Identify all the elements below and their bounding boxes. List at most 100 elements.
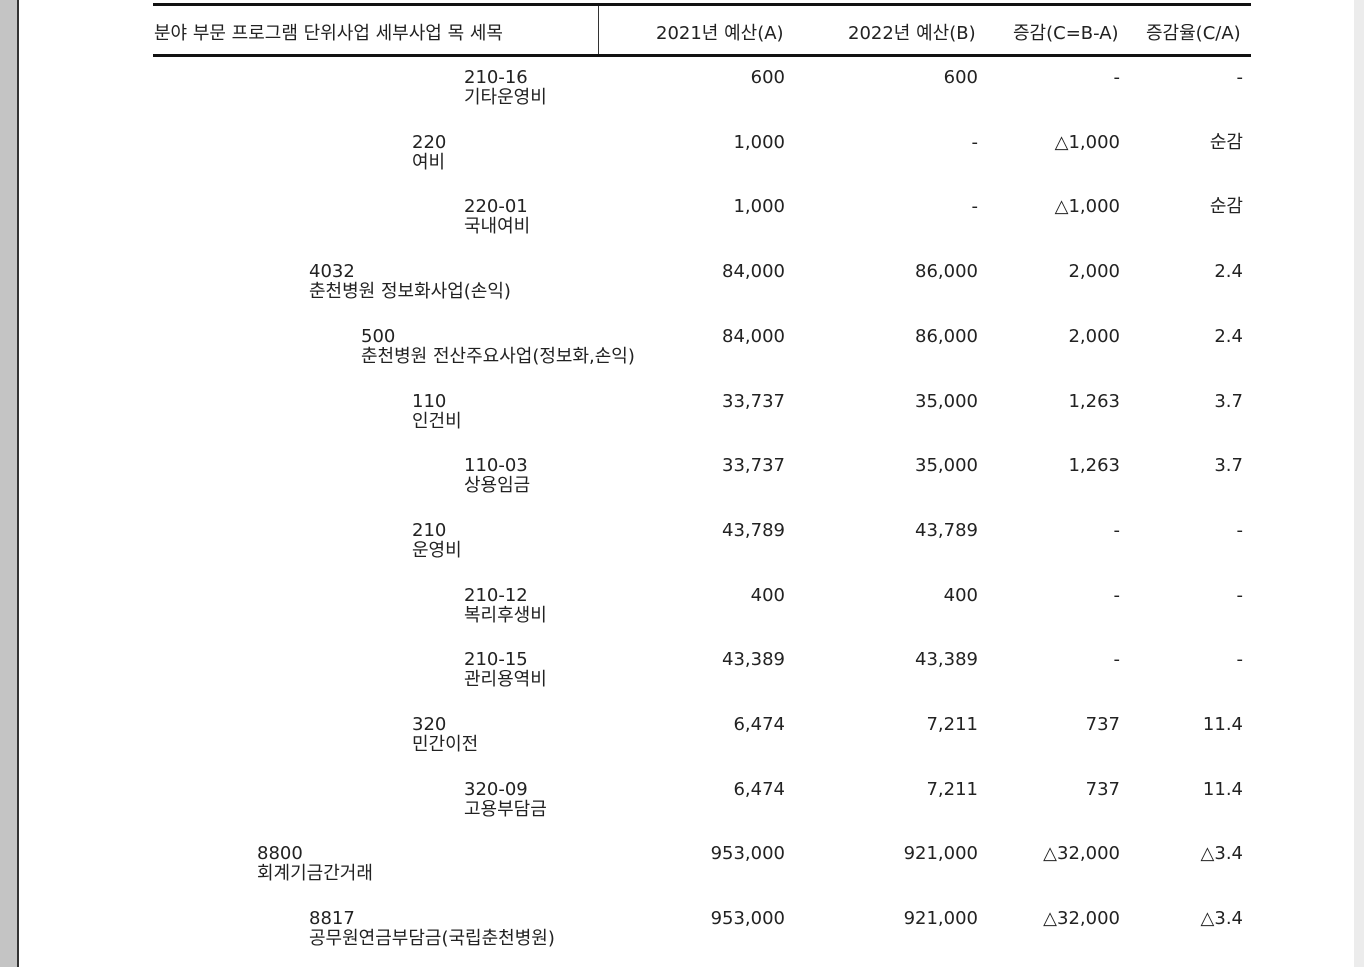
cell-a: 600 (750, 67, 785, 88)
row-code: 8800 (257, 843, 303, 865)
row-label: 500 춘천병원 전산주요사업(정보화,손익) (361, 325, 635, 367)
header-change: 증감(C=B-A) (1013, 23, 1119, 44)
row-code: 4032 (309, 261, 355, 283)
row-label: 8800 회계기금간거래 (257, 844, 373, 884)
row-label: 8817 공무원연금부담금(국립춘천병원) (309, 909, 555, 949)
row-name: 상용임금 (464, 475, 531, 497)
cell-rate: 순감 (1209, 196, 1243, 218)
row-label: 110-03 상용임금 (464, 456, 530, 496)
row-name: 복리후생비 (464, 604, 547, 626)
header-bottom-rule (153, 54, 1251, 57)
table-row: 500 춘천병원 전산주요사업(정보화,손익) 84,000 86,000 2,000 2… (0, 325, 1364, 391)
table-row: 210-15 관리용역비 43,389 43,389 - - (0, 650, 1364, 714)
table-row: 320-09 고용부담금 6,474 7,211 737 11.4 (0, 778, 1364, 844)
table-row: 210-12 복리후생비 400 400 - - (0, 584, 1364, 650)
table-row: 210 운영비 43,789 43,789 - - (0, 519, 1364, 585)
cell-rate: 2.4 (1214, 261, 1243, 283)
table-row: 320 민간이전 6,474 7,211 737 11.4 (0, 715, 1364, 779)
header-budget-2021: 2021년 예산(A) (656, 23, 784, 44)
cell-b: - (971, 196, 979, 218)
row-name: 기타운영비 (464, 87, 547, 108)
row-code: 500 (361, 325, 396, 347)
row-name: 운영비 (412, 539, 462, 561)
table-row: 4032 춘천병원 정보화사업(손익) 84,000 86,000 2,000 2.4 (0, 262, 1364, 326)
table-row: 8800 회계기금간거래 953,000 921,000 △32,000 △3.4 (0, 844, 1364, 908)
cell-a: 1,000 (733, 131, 785, 153)
row-label: 210-15 관리용역비 (464, 650, 547, 690)
header-budget-2022: 2022년 예산(B) (848, 23, 976, 44)
cell-b: 7,211 (926, 714, 978, 735)
row-label: 110 인건비 (412, 391, 462, 432)
cell-c: - (1113, 649, 1121, 671)
row-code: 210-16 (464, 67, 528, 88)
table-row: 220 여비 1,000 - △1,000 순감 (0, 131, 1364, 197)
cell-c: 2,000 (1068, 261, 1120, 283)
cell-rate: 순감 (1209, 131, 1243, 153)
row-name: 인건비 (412, 410, 462, 432)
row-name: 춘천병원 정보화사업(손익) (309, 281, 511, 303)
cell-c: - (1113, 519, 1121, 541)
row-name: 회계기금간거래 (257, 863, 373, 885)
row-label: 320 민간이전 (412, 715, 478, 755)
cell-rate: △3.4 (1200, 908, 1243, 930)
cell-c: 1,263 (1068, 455, 1120, 477)
row-code: 320 (412, 714, 447, 735)
cell-a: 400 (750, 584, 785, 606)
cell-b: 35,000 (915, 390, 978, 412)
scrollbar-track[interactable] (1354, 0, 1364, 967)
cell-b: 86,000 (915, 325, 978, 347)
cell-rate: 2.4 (1214, 325, 1243, 347)
table-row: 210-16 기타운영비 600 600 - - (0, 68, 1364, 132)
cell-c: △1,000 (1054, 196, 1120, 218)
cell-a: 84,000 (722, 325, 785, 347)
cell-c: 1,263 (1068, 390, 1120, 412)
cell-rate: - (1236, 519, 1244, 541)
cell-b: 400 (943, 584, 978, 606)
cell-b: 35,000 (915, 455, 978, 477)
row-label: 210-16 기타운영비 (464, 68, 547, 108)
cell-a: 6,474 (733, 778, 785, 800)
row-label: 320-09 고용부담금 (464, 779, 547, 820)
table-row: 220-01 국내여비 1,000 - △1,000 순감 (0, 197, 1364, 261)
cell-b: 921,000 (903, 908, 978, 930)
cell-c: 737 (1085, 714, 1120, 735)
row-name: 여비 (412, 151, 446, 173)
row-name: 관리용역비 (464, 669, 547, 691)
cell-a: 33,737 (722, 390, 785, 412)
cell-rate: - (1236, 67, 1244, 88)
row-name: 공무원연금부담금(국립춘천병원) (309, 928, 555, 950)
row-label: 210 운영비 (412, 520, 462, 561)
cell-b: 43,789 (915, 519, 978, 541)
row-code: 8817 (309, 908, 355, 930)
row-label: 220 여비 (412, 131, 447, 173)
cell-c: △32,000 (1043, 908, 1120, 930)
cell-b: 86,000 (915, 261, 978, 283)
cell-rate: 3.7 (1214, 390, 1243, 412)
row-code: 210-12 (464, 584, 528, 606)
row-name: 춘천병원 전산주요사업(정보화,손익) (361, 345, 635, 367)
table-row: 110 인건비 33,737 35,000 1,263 3.7 (0, 390, 1364, 456)
cell-a: 43,389 (722, 649, 785, 671)
table-row: 110-03 상용임금 33,737 35,000 1,263 3.7 (0, 456, 1364, 520)
table-top-rule (153, 3, 1251, 6)
header-change-rate: 증감율(C/A) (1146, 23, 1241, 44)
cell-c: △32,000 (1043, 843, 1120, 865)
row-label: 210-12 복리후생비 (464, 584, 547, 626)
cell-c: - (1113, 67, 1121, 88)
cell-a: 33,737 (722, 455, 785, 477)
cell-c: - (1113, 584, 1121, 606)
row-code: 210-15 (464, 649, 528, 671)
cell-a: 953,000 (710, 908, 785, 930)
cell-b: 600 (943, 67, 978, 88)
row-code: 110-03 (464, 455, 528, 477)
cell-a: 43,789 (722, 519, 785, 541)
cell-a: 84,000 (722, 261, 785, 283)
cell-rate: 11.4 (1202, 714, 1243, 735)
cell-b: - (971, 131, 979, 153)
row-code: 220 (412, 131, 447, 153)
cell-c: 2,000 (1068, 325, 1120, 347)
cell-c: △1,000 (1054, 131, 1120, 153)
header-divider (598, 6, 599, 55)
cell-rate: - (1236, 649, 1244, 671)
cell-rate: △3.4 (1200, 843, 1243, 865)
